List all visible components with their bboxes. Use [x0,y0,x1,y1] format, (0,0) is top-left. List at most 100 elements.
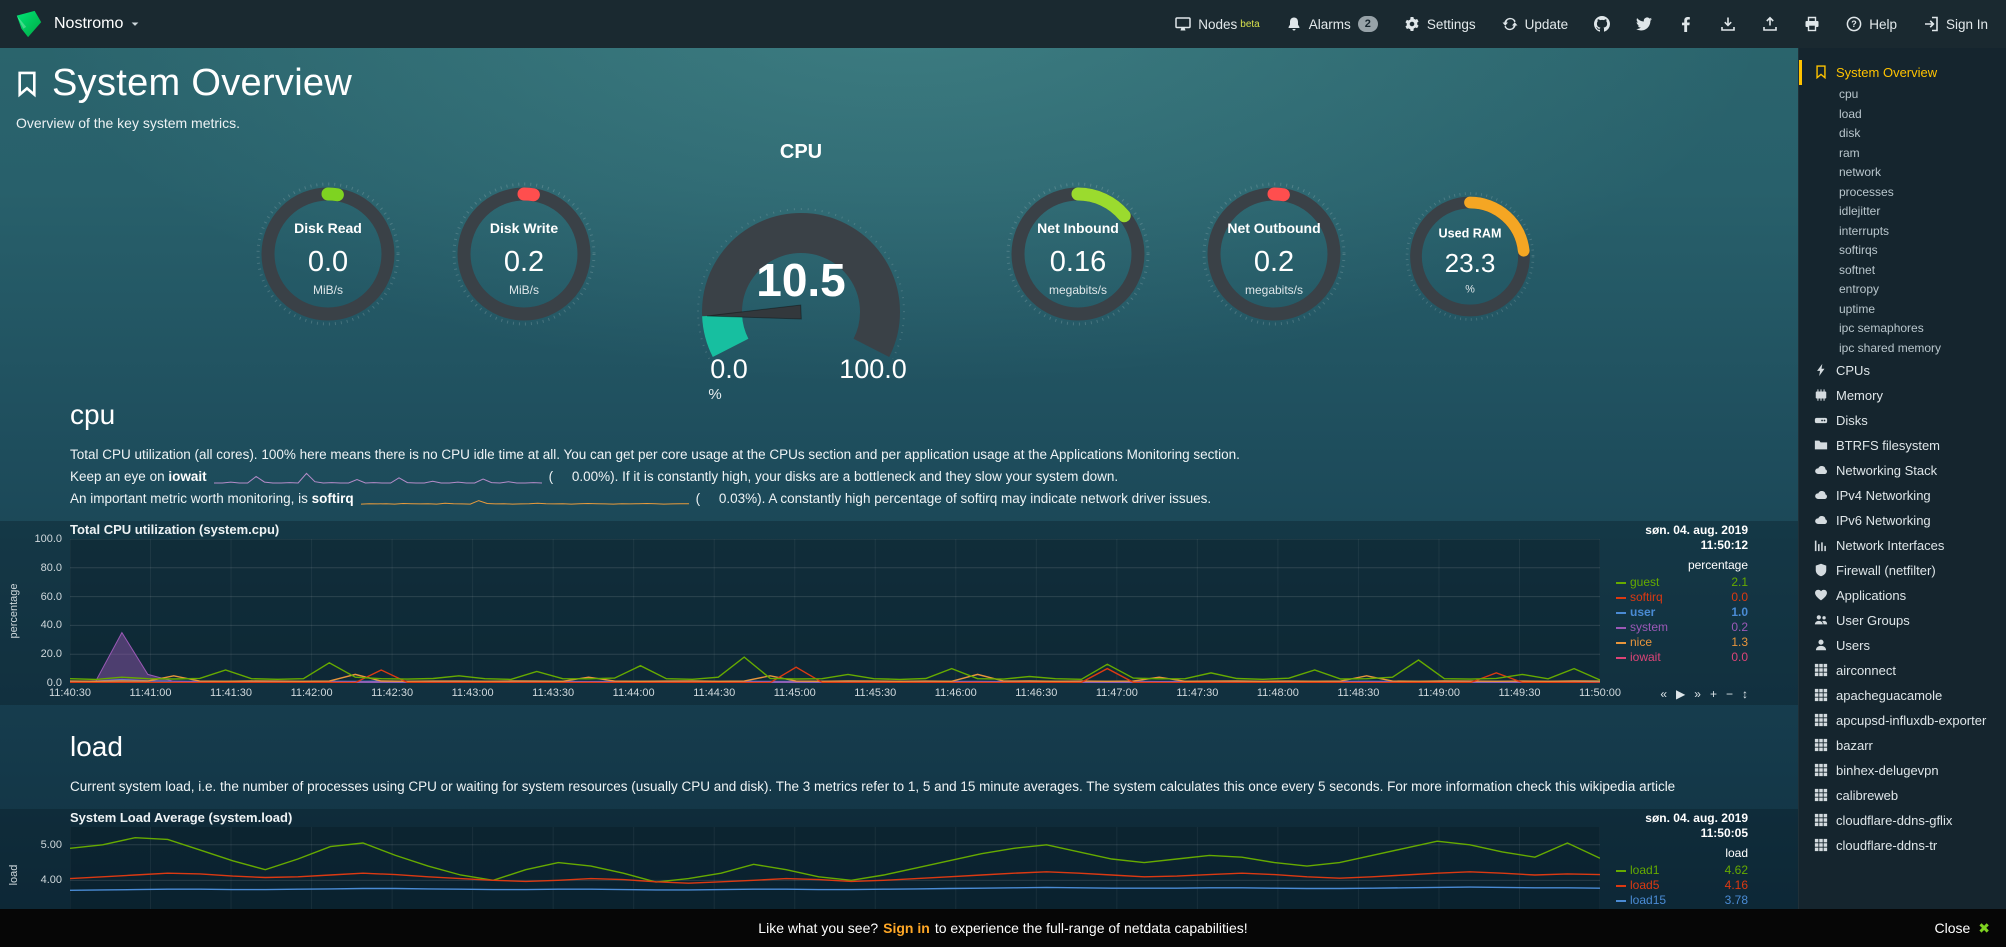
legend-item-iowait[interactable]: iowait 0.0 [1616,650,1748,665]
sidebar-item-softirqs[interactable]: softirqs [1799,241,2006,261]
legend-item-system[interactable]: system 0.2 [1616,620,1748,635]
close-icon: ✖ [1978,919,1990,936]
pan-right-icon[interactable]: » [1694,687,1701,701]
sidebar-item-airconnect[interactable]: airconnect [1799,658,2006,683]
sidebar-item-idlejitter[interactable]: idlejitter [1799,202,2006,222]
nav-alarms[interactable]: Alarms 2 [1286,16,1378,32]
nav-settings[interactable]: Settings [1404,16,1476,32]
section-heading-cpu: cpu [70,399,116,430]
nav-nodes[interactable]: Nodes beta [1175,16,1260,32]
sidebar-item-applications[interactable]: Applications [1799,583,2006,608]
sidebar-item-entropy[interactable]: entropy [1799,280,2006,300]
upload-icon [1762,16,1778,32]
zoom-out-icon[interactable]: − [1725,687,1733,701]
hostname-dropdown[interactable]: Nostromo [54,15,141,33]
sidebar-item-cpus[interactable]: CPUs [1799,358,2006,383]
sidebar-item-network-interfaces[interactable]: Network Interfaces [1799,533,2006,558]
sidebar-item-memory[interactable]: Memory [1799,383,2006,408]
x-tick-label: 11:47:30 [1176,687,1219,699]
legend-swatch [1616,626,1626,629]
nav-help[interactable]: ? Help [1846,16,1897,32]
cpu-utilization-chart[interactable]: Total CPU utilization (system.cpu) percen… [0,521,1798,705]
gauge-used-ram[interactable]: Used RAM 23.3% [1403,189,1538,329]
resize-icon[interactable]: ↕ [1742,687,1748,701]
sidebar-item-cpu[interactable]: cpu [1799,85,2006,105]
x-tick-label: 11:41:00 [129,687,172,699]
print-button[interactable] [1804,16,1820,32]
gauge-net-inbound[interactable]: Net Inbound 0.16 megabits/s [1003,179,1153,334]
sidebar-item-interrupts[interactable]: interrupts [1799,222,2006,242]
legend-item-softirq[interactable]: softirq 0.0 [1616,590,1748,605]
sidebar-item-network[interactable]: network [1799,163,2006,183]
chart-plot-area[interactable] [70,539,1600,683]
gauge-disk-read[interactable]: Disk Read 0.0 MiB/s [253,179,403,334]
gauge-disk-write[interactable]: Disk Write 0.2 MiB/s [449,179,599,334]
sidebar-item-bazarr[interactable]: bazarr [1799,733,2006,758]
legend-item-user[interactable]: user 1.0 [1616,605,1748,620]
pan-left-icon[interactable]: « [1660,687,1668,701]
sidebar-item-ram[interactable]: ram [1799,144,2006,164]
sidebar-item-binhex-delugevpn[interactable]: binhex-delugevpn [1799,758,2006,783]
sidebar-item-apacheguacamole[interactable]: apacheguacamole [1799,683,2006,708]
legend-item-nice[interactable]: nice 1.3 [1616,635,1748,650]
sidebar-item-ipv4-networking[interactable]: IPv4 Networking [1799,483,2006,508]
nav-label: Alarms [1308,16,1351,32]
sidebar-item-label: Firewall (netfilter) [1836,563,1936,578]
legend-item-load1[interactable]: load1 4.62 [1616,863,1748,878]
upload-button[interactable] [1762,16,1778,32]
refresh-icon [1502,16,1518,32]
softirq-keyword: softirq [311,491,354,506]
grid-icon [1814,838,1828,852]
legend-item-load15[interactable]: load15 3.78 [1616,893,1748,908]
nav-update[interactable]: Update [1502,16,1568,32]
banner-close-button[interactable]: Close ✖ [1934,920,1990,937]
memory-icon [1814,388,1828,402]
facebook-button[interactable] [1678,16,1694,32]
gauge-cpu[interactable]: CPU 10.5 0.0 100.0% [645,139,957,407]
sidebar-item-user-groups[interactable]: User Groups [1799,608,2006,633]
sidebar-item-cloudflare-ddns-gflix[interactable]: cloudflare-ddns-gflix [1799,808,2006,833]
signin-link[interactable]: Sign in [883,920,930,936]
sidebar-item-ipv6-networking[interactable]: IPv6 Networking [1799,508,2006,533]
svg-text:%: % [708,386,721,402]
sidebar-item-system-overview[interactable]: System Overview [1799,60,2006,85]
legend-item-load5[interactable]: load5 4.16 [1616,878,1748,893]
sidebar-item-firewall-netfilter[interactable]: Firewall (netfilter) [1799,558,2006,583]
sidebar-item-softnet[interactable]: softnet [1799,261,2006,281]
sidebar-item-processes[interactable]: processes [1799,183,2006,203]
twitter-button[interactable] [1636,16,1653,32]
sidebar-item-label: binhex-delugevpn [1836,763,1939,778]
sidebar-item-apcupsd-influxdb-exporter[interactable]: apcupsd-influxdb-exporter [1799,708,2006,733]
sidebar-item-users[interactable]: Users [1799,633,2006,658]
github-button[interactable] [1594,16,1611,32]
sidebar-item-disks[interactable]: Disks [1799,408,2006,433]
cloud-icon [1814,488,1828,502]
sidebar-item-uptime[interactable]: uptime [1799,300,2006,320]
gauge-net-outbound[interactable]: Net Outbound 0.2 megabits/s [1199,179,1349,334]
legend-value: 0.2 [1731,620,1748,634]
chart-plot-area[interactable] [70,827,1600,923]
sidebar-item-ipc-semaphores[interactable]: ipc semaphores [1799,319,2006,339]
sidebar-item-load[interactable]: load [1799,105,2006,125]
download-button[interactable] [1720,16,1736,32]
y-tick-label: 20.0 [40,648,62,661]
play-icon[interactable]: ▶ [1676,687,1686,701]
x-tick-label: 11:40:30 [48,687,92,699]
legend-name: load1 [1630,863,1660,877]
sidebar-item-networking-stack[interactable]: Networking Stack [1799,458,2006,483]
sidebar-item-ipc-shared-memory[interactable]: ipc shared memory [1799,339,2006,359]
sidebar-item-label: ipc semaphores [1839,321,1924,335]
page-title: System Overview [52,62,353,104]
svg-text:0.2: 0.2 [504,246,544,278]
nav-sign-in[interactable]: Sign In [1923,16,1988,32]
sidebar-item-cloudflare-ddns-tr[interactable]: cloudflare-ddns-tr [1799,833,2006,858]
zoom-in-icon[interactable]: + [1709,687,1717,701]
sidebar-item-label: processes [1839,184,1894,199]
x-tick-label: 11:47:00 [1095,687,1138,699]
sidebar-item-btrfs-filesystem[interactable]: BTRFS filesystem [1799,433,2006,458]
sidebar-item-calibreweb[interactable]: calibreweb [1799,783,2006,808]
legend-value: 0.0 [1731,590,1748,604]
legend-item-guest[interactable]: guest 2.1 [1616,575,1748,590]
cloud-icon [1814,513,1828,527]
sidebar-item-disk[interactable]: disk [1799,124,2006,144]
